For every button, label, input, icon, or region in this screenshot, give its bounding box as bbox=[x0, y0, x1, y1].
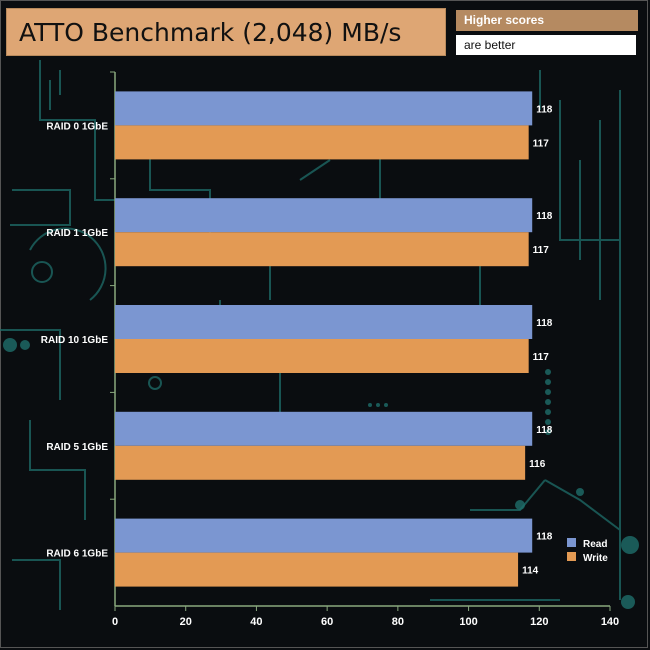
bar-read-1 bbox=[115, 91, 533, 126]
value-label-write: 116 bbox=[529, 459, 546, 470]
bar-read-2 bbox=[115, 198, 533, 233]
value-label-read: 118 bbox=[536, 318, 553, 329]
chart-title: ATTO Benchmark (2,048) MB/s bbox=[6, 8, 446, 56]
category-label: RAID 1 1GbE bbox=[46, 228, 108, 239]
legend-swatch-write bbox=[567, 552, 576, 561]
legend-label-write: Write bbox=[583, 553, 608, 564]
bar-read-3 bbox=[115, 305, 533, 339]
x-tick-label: 100 bbox=[459, 616, 477, 628]
note-higher-scores: Higher scores bbox=[456, 10, 638, 31]
value-label-write: 114 bbox=[522, 566, 539, 577]
bar-read-4 bbox=[115, 411, 533, 446]
category-label: RAID 5 1GbE bbox=[46, 442, 108, 453]
bar-write-4 bbox=[115, 445, 526, 480]
value-label-write: 117 bbox=[533, 245, 550, 256]
x-tick-label: 140 bbox=[601, 616, 619, 628]
value-label-read: 118 bbox=[536, 425, 553, 436]
bar-write-5 bbox=[115, 552, 519, 587]
value-label-write: 117 bbox=[533, 352, 550, 363]
value-label-write: 117 bbox=[533, 138, 550, 149]
bar-write-1 bbox=[115, 125, 529, 160]
x-tick-label: 120 bbox=[530, 616, 548, 628]
x-tick-label: 0 bbox=[112, 616, 118, 628]
value-label-read: 118 bbox=[536, 211, 553, 222]
value-label-read: 118 bbox=[536, 104, 553, 115]
x-tick-label: 80 bbox=[392, 616, 404, 628]
bar-write-2 bbox=[115, 232, 529, 267]
category-label: RAID 6 1GbE bbox=[46, 549, 108, 560]
bar-read-5 bbox=[115, 518, 533, 553]
legend-swatch-read bbox=[567, 538, 576, 547]
x-tick-label: 60 bbox=[321, 616, 333, 628]
bar-write-3 bbox=[115, 339, 529, 373]
x-tick-label: 20 bbox=[180, 616, 192, 628]
category-label: RAID 10 1GbE bbox=[41, 335, 109, 346]
category-label: RAID 0 1GbE bbox=[46, 121, 108, 132]
value-label-read: 118 bbox=[536, 532, 553, 543]
legend-label-read: Read bbox=[583, 539, 607, 550]
note-are-better: are better bbox=[456, 35, 636, 55]
x-tick-label: 40 bbox=[250, 616, 262, 628]
